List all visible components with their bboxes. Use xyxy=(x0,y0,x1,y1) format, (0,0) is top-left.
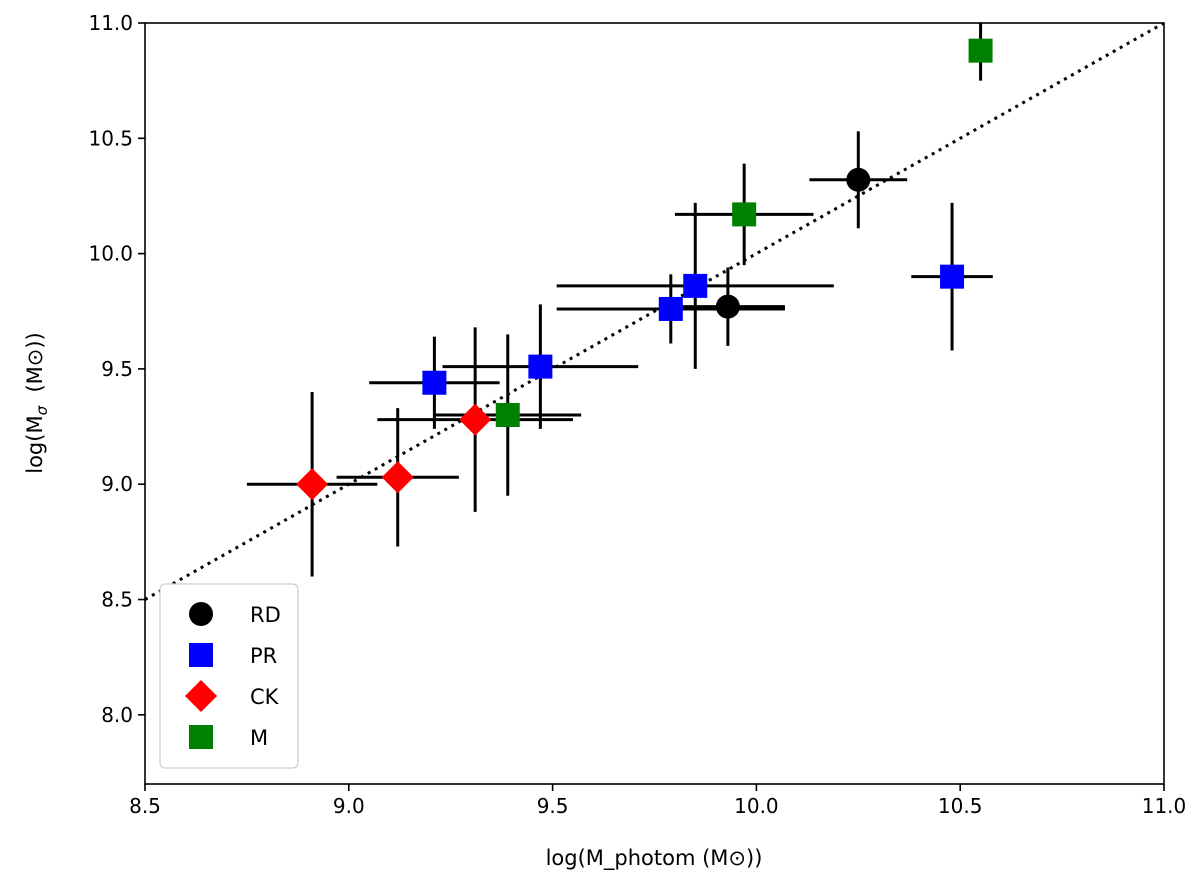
x-tick-label: 11.0 xyxy=(1142,794,1187,818)
y-axis-label-subscript: σ xyxy=(33,405,51,415)
y-tick-label: 9.5 xyxy=(101,357,133,381)
y-tick-label: 10.0 xyxy=(88,242,133,266)
legend-label-ck: CK xyxy=(250,685,280,709)
legend-marker-rd xyxy=(189,602,213,626)
data-point-m xyxy=(968,38,993,63)
data-point-ck xyxy=(381,461,414,494)
marker-layer xyxy=(296,38,993,501)
y-tick-label: 11.0 xyxy=(88,11,133,35)
data-point-pr xyxy=(422,370,447,395)
reference-line-layer xyxy=(145,23,1164,601)
y-axis-label: log(Mσ (M⊙)) xyxy=(23,332,51,474)
legend-label-m: M xyxy=(250,726,268,750)
plot-frame xyxy=(144,22,1165,785)
data-point-pr xyxy=(528,354,553,379)
legend: RD PR CK M xyxy=(159,583,299,769)
data-point-m xyxy=(732,202,757,227)
legend-marker-ck xyxy=(185,680,217,712)
data-point-ck xyxy=(459,403,492,436)
y-tick-label: 8.0 xyxy=(101,703,133,727)
y-axis-label-main: log(M xyxy=(23,415,47,473)
legend-marker-m xyxy=(189,725,213,749)
data-point-pr xyxy=(658,296,683,321)
one-to-one-reference-line xyxy=(145,23,1164,601)
x-axis: 8.5 9.0 9.5 10.0 10.5 11.0 xyxy=(129,784,1186,818)
legend-label-pr: PR xyxy=(250,644,277,668)
legend-label-rd: RD xyxy=(250,603,281,627)
legend-marker-pr xyxy=(189,643,213,667)
data-point-rd xyxy=(715,294,740,319)
data-point-pr xyxy=(940,264,965,289)
legend-box xyxy=(159,583,299,769)
data-point-ck xyxy=(296,468,329,501)
data-point-pr xyxy=(683,273,708,298)
data-point-m xyxy=(495,403,520,428)
y-tick-label: 10.5 xyxy=(88,126,133,150)
x-tick-label: 9.5 xyxy=(537,794,569,818)
y-tick-label: 9.0 xyxy=(101,472,133,496)
x-axis-label: log(M_photom (M⊙)) xyxy=(546,846,763,871)
x-tick-label: 9.0 xyxy=(333,794,365,818)
y-axis: 8.0 8.5 9.0 9.5 10.0 10.5 11.0 xyxy=(88,11,145,727)
x-tick-label: 10.5 xyxy=(938,794,983,818)
x-tick-label: 10.0 xyxy=(734,794,779,818)
y-axis-label-rest: (M⊙)) xyxy=(23,332,47,406)
x-tick-label: 8.5 xyxy=(129,794,161,818)
y-tick-label: 8.5 xyxy=(101,588,133,612)
data-point-rd xyxy=(846,167,871,192)
error-bar-layer xyxy=(246,23,993,577)
